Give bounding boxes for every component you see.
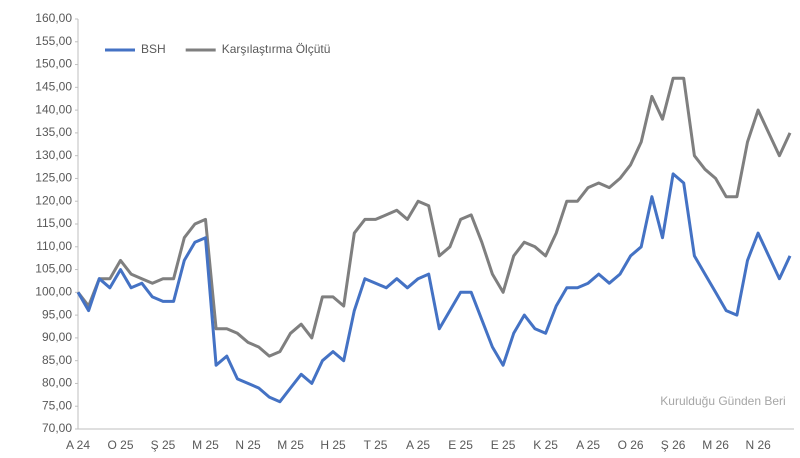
y-tick-label: 100,00	[35, 285, 72, 299]
x-tick-label: Ş 25	[151, 438, 176, 452]
y-tick-label: 75,00	[42, 398, 72, 412]
y-tick-label: 70,00	[42, 421, 72, 435]
y-tick-label: 150,00	[35, 57, 72, 71]
x-tick-label: A 25	[576, 438, 600, 452]
x-tick-label: T 25	[364, 438, 388, 452]
x-tick-label: E 25	[491, 438, 516, 452]
y-tick-label: 95,00	[42, 307, 72, 321]
x-tick-label: M 25	[192, 438, 219, 452]
series-line	[76, 76, 792, 358]
x-tick-label: Ş 26	[661, 438, 686, 452]
y-tick-label: 155,00	[35, 34, 72, 48]
y-tick-label: 140,00	[35, 102, 72, 116]
x-tick-label: O 25	[107, 438, 133, 452]
y-tick-label: 115,00	[36, 216, 72, 230]
x-tick-label: M 25	[277, 438, 304, 452]
x-tick-label: M 26	[702, 438, 729, 452]
legend-label: BSH	[141, 42, 166, 56]
x-tick-label: O 26	[618, 438, 644, 452]
legend-label: Karşılaştırma Ölçütü	[222, 42, 331, 56]
y-tick-label: 80,00	[42, 376, 72, 390]
y-tick-label: 130,00	[35, 148, 72, 162]
y-tick-label: 125,00	[35, 171, 72, 185]
y-tick-label: 90,00	[42, 330, 72, 344]
y-tick-label: 135,00	[35, 125, 72, 139]
y-tick-label: 160,00	[35, 11, 72, 25]
y-tick-label: 105,00	[35, 262, 72, 276]
y-tick-label: 110,00	[36, 239, 72, 253]
x-tick-label: E 25	[448, 438, 473, 452]
annotation: Kurulduğu Günden Beri	[660, 394, 785, 408]
x-tick-label: A 25	[406, 438, 430, 452]
x-tick-label: K 25	[533, 438, 558, 452]
x-tick-label: N 25	[235, 438, 261, 452]
x-tick-label: A 24	[66, 438, 90, 452]
y-tick-label: 120,00	[35, 193, 72, 207]
x-tick-label: N 26	[745, 438, 771, 452]
x-tick-label: H 25	[320, 438, 346, 452]
y-tick-label: 145,00	[35, 80, 72, 94]
series-line	[76, 172, 792, 404]
y-tick-label: 85,00	[42, 353, 72, 367]
